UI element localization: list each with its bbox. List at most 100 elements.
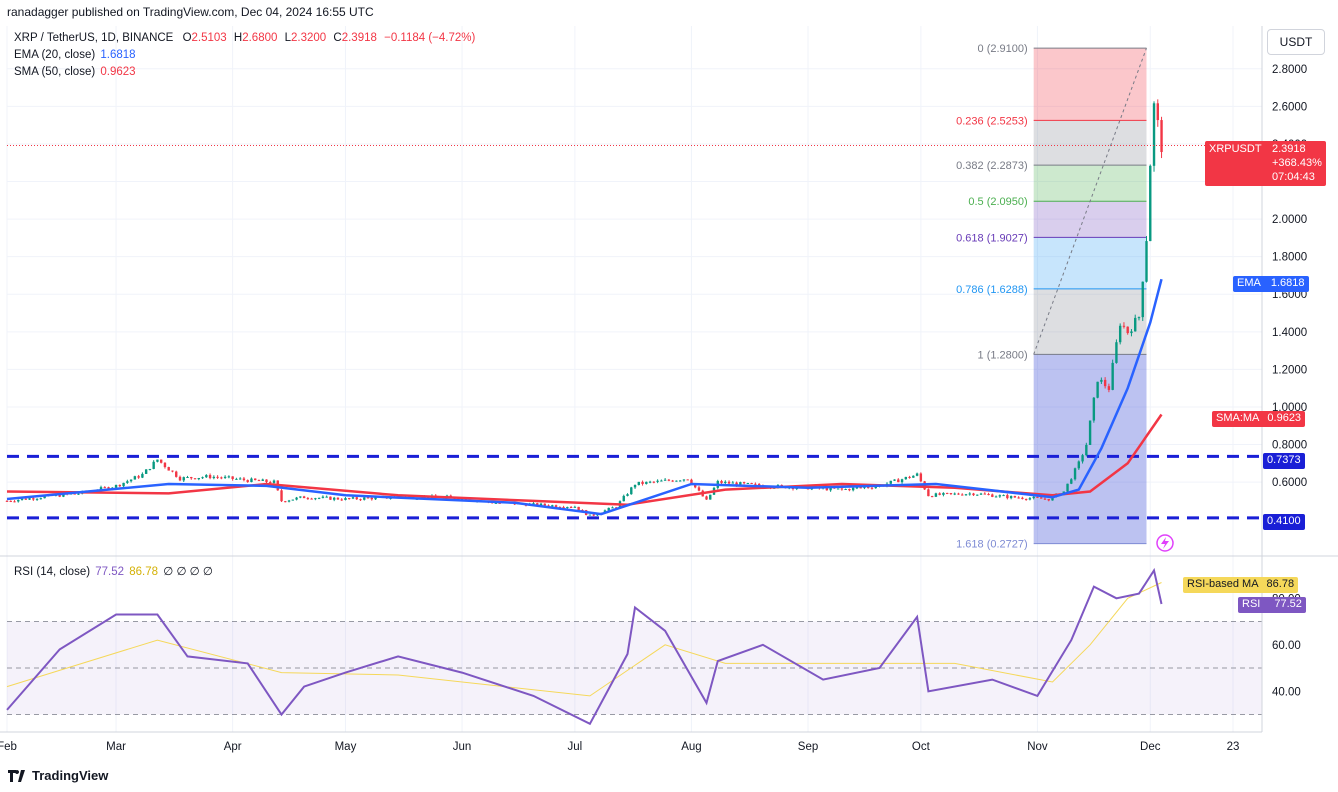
time-axis-tick: Apr — [224, 741, 242, 753]
candle-body — [280, 490, 283, 502]
candle-body — [848, 489, 851, 491]
candle-body — [754, 483, 757, 485]
candle-body — [569, 506, 573, 508]
candle-body — [1070, 479, 1073, 484]
candle-body — [235, 478, 238, 480]
candle-body — [1096, 381, 1099, 398]
rsi-legend[interactable]: RSI (14, close) 77.52 86.78 ∅ ∅ ∅ ∅ — [14, 564, 213, 578]
time-axis-tick: Jun — [453, 741, 472, 753]
candle-body — [825, 487, 829, 491]
sma-legend[interactable]: SMA (50, close) 0.9623 — [14, 66, 136, 78]
lightning-icon-bolt — [1161, 537, 1169, 549]
price-tag-price: 2.3918 — [1272, 143, 1306, 155]
candle-body — [351, 497, 355, 499]
candle-body — [1002, 495, 1005, 497]
candle-body — [144, 469, 148, 474]
candle-body — [163, 462, 167, 468]
candle-body — [554, 505, 558, 507]
candle-body — [889, 480, 892, 484]
candle-body — [1122, 325, 1126, 327]
candle-body — [359, 499, 362, 501]
ema-axis-tag: EMA 1.6818 — [1233, 276, 1309, 292]
candle-body — [287, 500, 291, 502]
candle-body — [363, 497, 366, 500]
ohlc-o-label: O — [182, 32, 192, 44]
candle-body — [953, 493, 956, 495]
fib-retracement-tool: 0 (2.9100) 0.236 (2.5253) 0.382 (2.2873) 0.… — [956, 43, 1147, 551]
candle-body — [43, 496, 46, 499]
candle-body — [757, 483, 761, 486]
price-axis-tick: 0.8000 — [1272, 440, 1307, 452]
candle-body — [1130, 331, 1133, 334]
rsi-tag-value: 77.52 — [1274, 598, 1302, 610]
candle-body — [919, 473, 923, 482]
candle-body — [77, 493, 80, 495]
support-lines — [7, 454, 1262, 520]
sma-tag-name: SMA:MA — [1216, 412, 1260, 424]
candle-body — [1032, 496, 1035, 499]
candle-body — [261, 479, 264, 481]
candle-body — [306, 498, 310, 500]
candle-body — [536, 503, 539, 506]
candle-body — [141, 473, 144, 478]
candle-body — [829, 487, 832, 491]
candle-body — [844, 489, 847, 491]
candle-body — [35, 498, 39, 500]
sma-label: SMA (50, close) — [14, 66, 96, 78]
fib-zone — [1033, 48, 1147, 121]
ema-label: EMA (20, close) — [14, 49, 96, 61]
rsi-pane — [6, 567, 1262, 726]
candle-body — [118, 484, 122, 487]
price-axis-tick: 1.4000 — [1272, 327, 1307, 339]
candle-body — [942, 492, 945, 495]
candle-body — [957, 493, 960, 495]
fib-zone — [1033, 201, 1147, 238]
time-axis-tick: Sep — [798, 741, 818, 753]
candle-body — [159, 459, 163, 463]
candle-body — [178, 476, 182, 481]
candle-body — [1066, 483, 1069, 492]
time-axis-tick: May — [335, 741, 357, 753]
candle-body — [332, 497, 336, 500]
candle-body — [295, 497, 298, 500]
ohlc-open: 2.5103 — [191, 32, 227, 44]
candle-body — [114, 484, 118, 488]
candle-body — [167, 467, 170, 471]
candle-body — [299, 496, 302, 498]
fib-zone — [1033, 237, 1147, 289]
fib-level-label: 0.5 (2.0950) — [968, 196, 1027, 208]
candle-body — [1111, 362, 1114, 390]
ema-legend[interactable]: EMA (20, close) 1.6818 — [14, 49, 136, 61]
candle-body — [927, 489, 930, 497]
candle-body — [321, 496, 325, 498]
candle-body — [945, 492, 949, 494]
currency-selector-button[interactable]: USDT — [1267, 29, 1325, 55]
rsi-ma-value: 86.78 — [129, 566, 159, 578]
candle-body — [1047, 498, 1050, 501]
candle-body — [1107, 386, 1111, 390]
symbol-title: XRP / TetherUS, 1D, BINANCE — [14, 32, 174, 44]
tradingview-logo[interactable]: TradingView — [8, 768, 108, 783]
candle-body — [720, 480, 723, 484]
candle-body — [1145, 241, 1148, 282]
candle-body — [1017, 497, 1020, 499]
candle-body — [724, 481, 727, 484]
candle-body — [374, 497, 377, 500]
ohlc-h-label: H — [233, 32, 243, 44]
candle-body — [867, 487, 870, 489]
candle-body — [573, 506, 577, 508]
candle-body — [1036, 496, 1039, 498]
candle-body — [961, 494, 964, 496]
candle-body — [968, 493, 971, 495]
price-axis-tick: 1.8000 — [1272, 252, 1307, 264]
candle-body — [1118, 325, 1122, 343]
candle-body — [129, 479, 133, 482]
candle-body — [99, 487, 103, 491]
candle-body — [329, 496, 332, 500]
lightning-icon — [1156, 534, 1174, 552]
candle-body — [998, 495, 1002, 497]
candle-body — [1141, 281, 1144, 318]
candle-body — [645, 481, 648, 484]
candle-body — [592, 514, 595, 516]
